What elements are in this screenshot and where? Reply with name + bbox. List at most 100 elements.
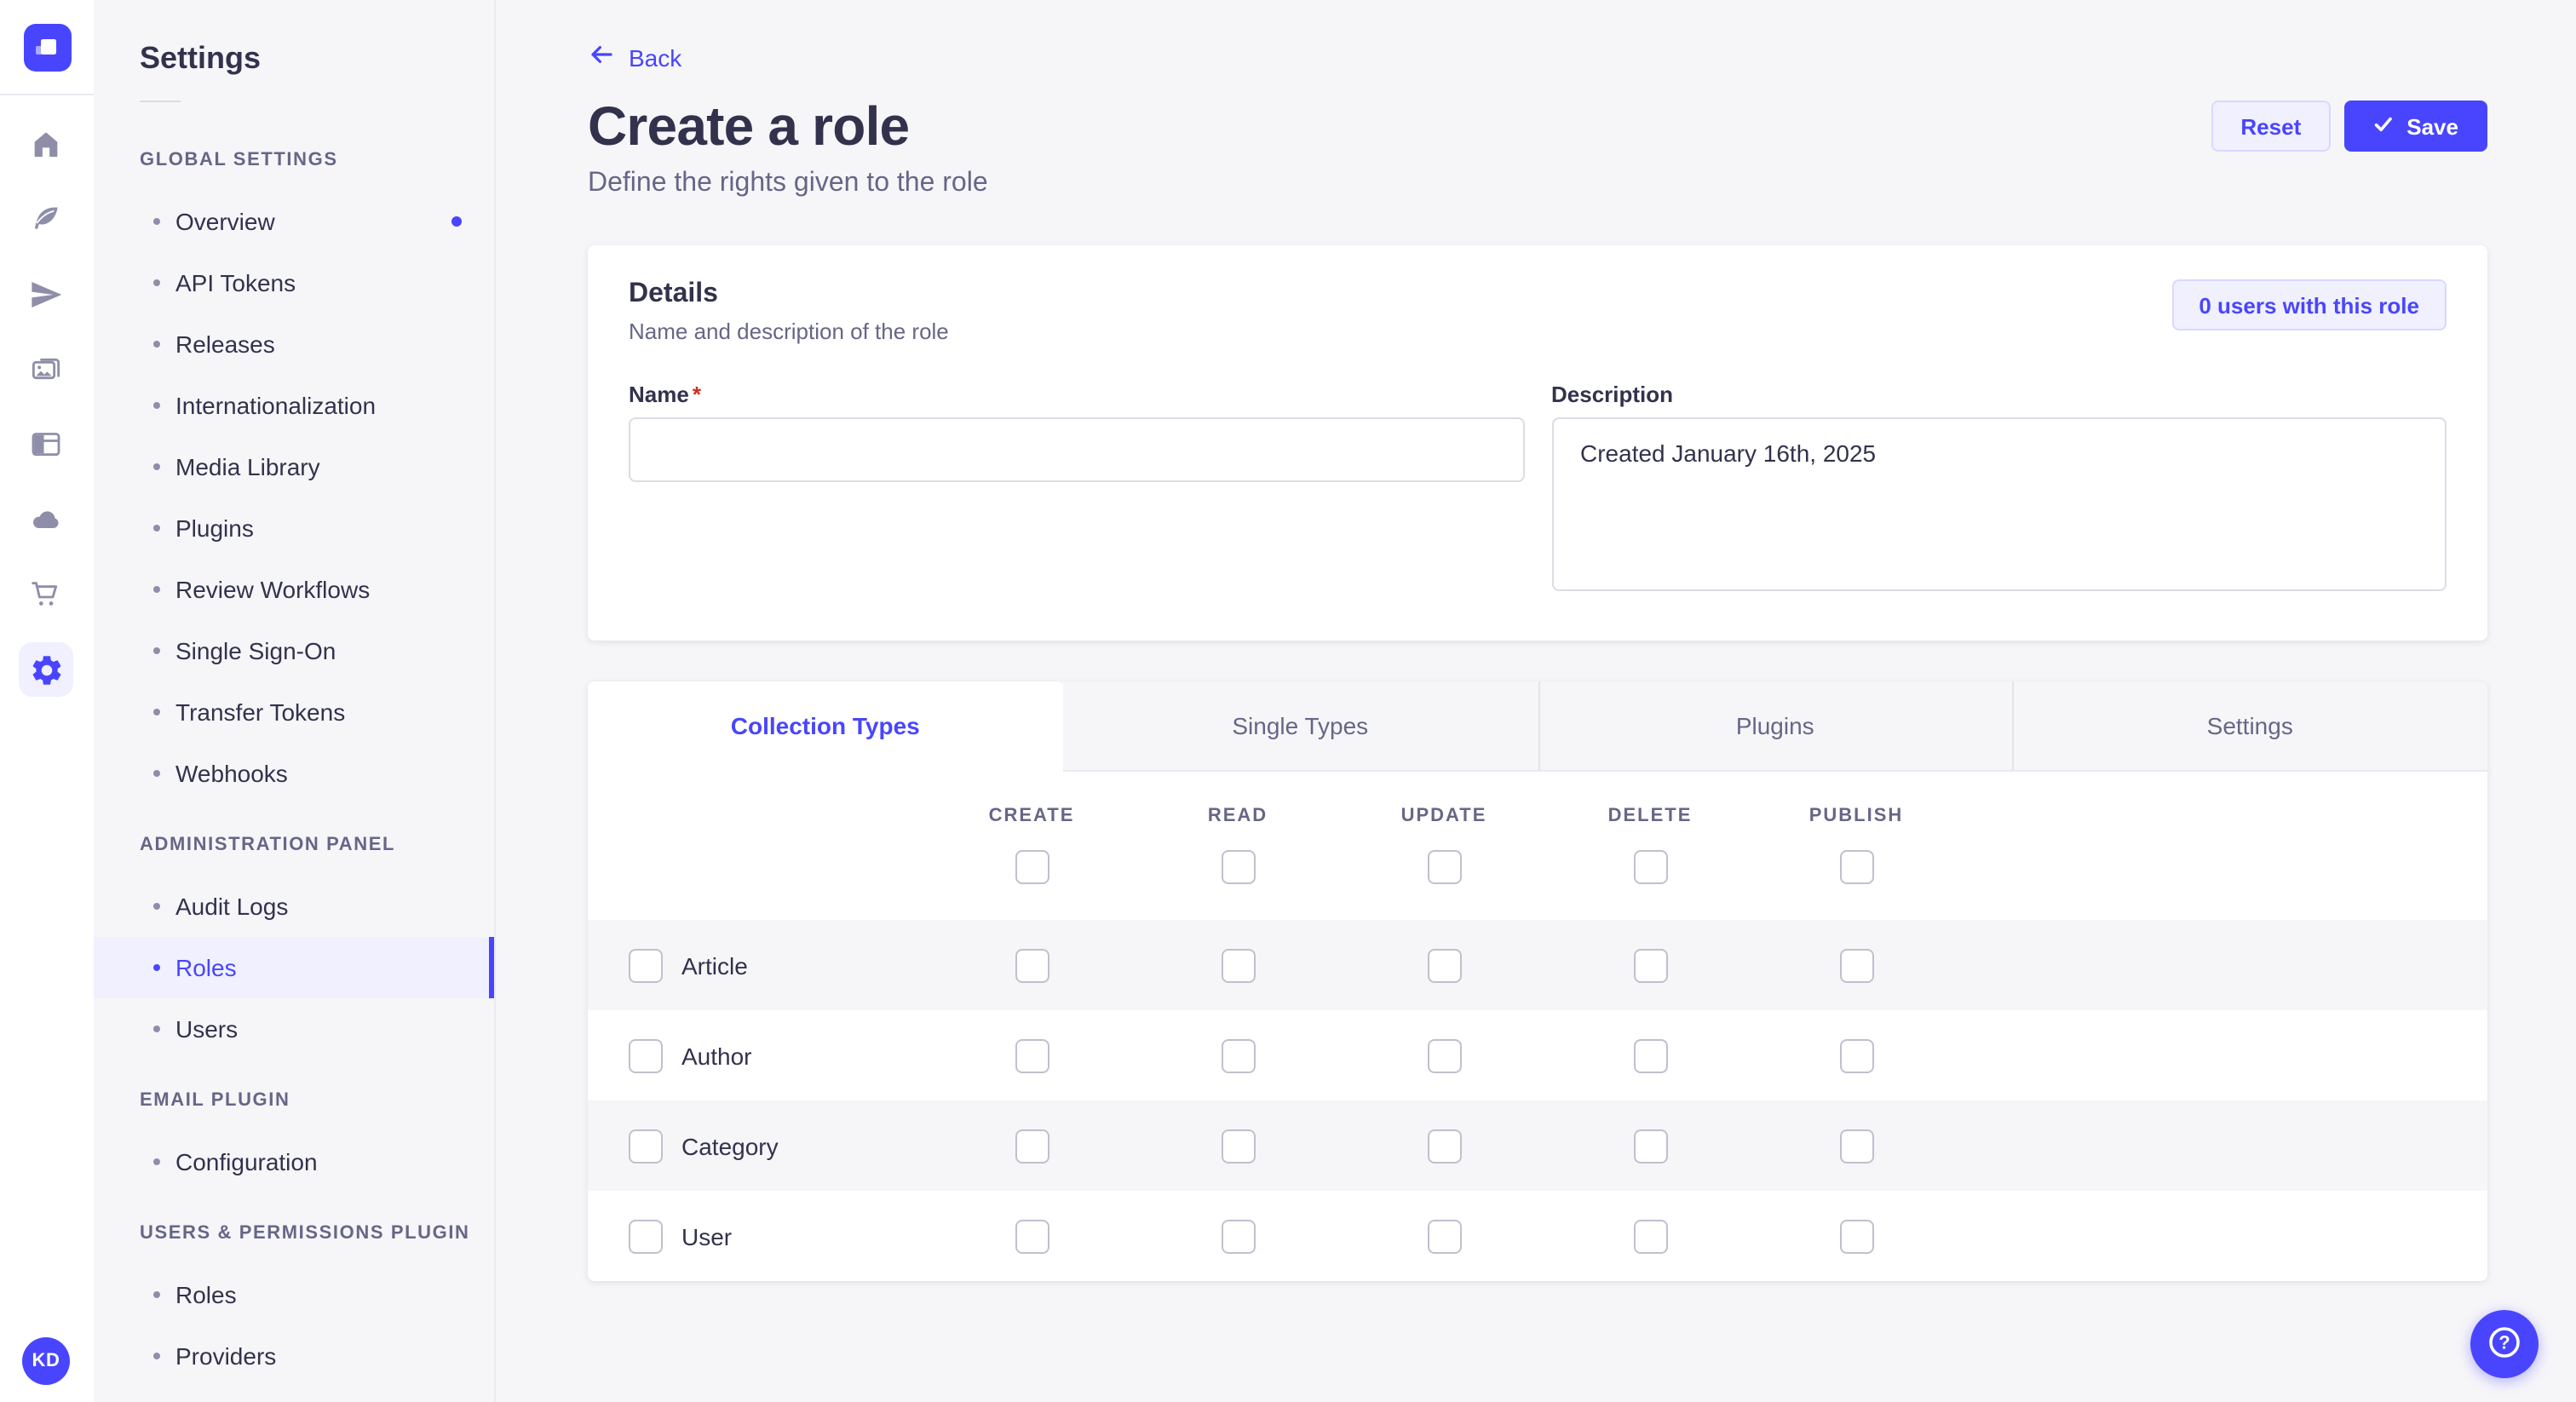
nav-releases[interactable] bbox=[19, 267, 73, 322]
back-link[interactable]: Back bbox=[588, 41, 681, 73]
column-label: DELETE bbox=[1607, 806, 1693, 826]
select-all-update-checkbox[interactable] bbox=[1427, 850, 1461, 884]
sidebar-item-label: Providers bbox=[175, 1342, 277, 1370]
save-button[interactable]: Save bbox=[2343, 101, 2487, 152]
nav-home[interactable] bbox=[19, 118, 73, 172]
row-label: Category bbox=[681, 1132, 779, 1159]
author-publish-checkbox[interactable] bbox=[1839, 1038, 1873, 1072]
sidebar-item-review-workflows[interactable]: Review Workflows bbox=[94, 559, 494, 620]
bullet-icon bbox=[153, 463, 160, 470]
notification-dot bbox=[451, 216, 462, 227]
users-with-role-button[interactable]: 0 users with this role bbox=[2171, 279, 2447, 330]
nav-marketplace[interactable] bbox=[19, 567, 73, 622]
row-author-checkbox[interactable] bbox=[629, 1038, 663, 1072]
article-delete-checkbox[interactable] bbox=[1633, 948, 1667, 982]
permissions-tabs: Collection Types Single Types Plugins Setti… bbox=[588, 681, 2487, 772]
category-update-checkbox[interactable] bbox=[1427, 1129, 1461, 1163]
sidebar-title: Settings bbox=[140, 41, 262, 75]
page-subtitle: Define the rights given to the role bbox=[588, 169, 988, 198]
tab-settings[interactable]: Settings bbox=[2012, 681, 2487, 772]
article-update-checkbox[interactable] bbox=[1427, 948, 1461, 982]
sidebar-item-releases[interactable]: Releases bbox=[94, 313, 494, 375]
sidebar-item-audit-logs[interactable]: Audit Logs bbox=[94, 876, 494, 937]
category-delete-checkbox[interactable] bbox=[1633, 1129, 1667, 1163]
column-label: CREATE bbox=[988, 806, 1075, 826]
author-update-checkbox[interactable] bbox=[1427, 1038, 1461, 1072]
sidebar-item-api-tokens[interactable]: API Tokens bbox=[94, 252, 494, 313]
sidebar-item-internationalization[interactable]: Internationalization bbox=[94, 375, 494, 436]
select-all-create-checkbox[interactable] bbox=[1015, 850, 1049, 884]
details-title: Details bbox=[629, 279, 718, 308]
bullet-icon bbox=[153, 341, 160, 348]
author-delete-checkbox[interactable] bbox=[1633, 1038, 1667, 1072]
article-create-checkbox[interactable] bbox=[1015, 948, 1049, 982]
category-publish-checkbox[interactable] bbox=[1839, 1129, 1873, 1163]
user-read-checkbox[interactable] bbox=[1221, 1219, 1255, 1253]
row-article-checkbox[interactable] bbox=[629, 948, 663, 982]
user-update-checkbox[interactable] bbox=[1427, 1219, 1461, 1253]
reset-button[interactable]: Reset bbox=[2211, 101, 2331, 152]
details-card: Details Name and description of the role… bbox=[588, 245, 2487, 641]
nav-content-manager[interactable] bbox=[19, 192, 73, 247]
details-subtitle: Name and description of the role bbox=[629, 319, 949, 344]
media-library-icon bbox=[29, 353, 63, 387]
sidebar-item-label: Configuration bbox=[175, 1148, 318, 1175]
sidebar-sections: GLOBAL SETTINGS Overview API Tokens Release… bbox=[94, 150, 494, 1387]
bullet-icon bbox=[153, 402, 160, 409]
permissions-rows: Article Author Category User bbox=[588, 920, 2487, 1281]
sidebar-item-providers[interactable]: Providers bbox=[94, 1325, 494, 1387]
sidebar-item-label: Single Sign-On bbox=[175, 637, 336, 664]
user-avatar[interactable]: KD bbox=[22, 1337, 70, 1385]
select-all-publish-checkbox[interactable] bbox=[1839, 850, 1873, 884]
sidebar-item-label: Releases bbox=[175, 330, 275, 358]
back-label: Back bbox=[629, 43, 682, 71]
name-input[interactable] bbox=[629, 417, 1524, 482]
permission-row-article: Article bbox=[588, 920, 2487, 1010]
bullet-icon bbox=[153, 647, 160, 654]
nav-media-library[interactable] bbox=[19, 342, 73, 397]
category-read-checkbox[interactable] bbox=[1221, 1129, 1255, 1163]
row-category-checkbox[interactable] bbox=[629, 1129, 663, 1163]
nav-settings[interactable] bbox=[19, 642, 73, 697]
row-user-checkbox[interactable] bbox=[629, 1219, 663, 1253]
sidebar-item-roles[interactable]: Roles bbox=[94, 1264, 494, 1325]
sidebar-item-single-sign-on[interactable]: Single Sign-On bbox=[94, 620, 494, 681]
author-create-checkbox[interactable] bbox=[1015, 1038, 1049, 1072]
settings-sidebar: Settings GLOBAL SETTINGS Overview API Toke… bbox=[94, 0, 496, 1402]
sidebar-item-webhooks[interactable]: Webhooks bbox=[94, 743, 494, 804]
article-read-checkbox[interactable] bbox=[1221, 948, 1255, 982]
details-heading-block: Details Name and description of the role bbox=[629, 279, 949, 344]
sidebar-item-users[interactable]: Users bbox=[94, 998, 494, 1060]
tab-collection-types[interactable]: Collection Types bbox=[588, 681, 1063, 772]
category-create-checkbox[interactable] bbox=[1015, 1129, 1049, 1163]
column-label: UPDATE bbox=[1400, 806, 1487, 826]
sidebar-item-plugins[interactable]: Plugins bbox=[94, 497, 494, 559]
author-read-checkbox[interactable] bbox=[1221, 1038, 1255, 1072]
user-publish-checkbox[interactable] bbox=[1839, 1219, 1873, 1253]
sidebar-item-overview[interactable]: Overview bbox=[94, 191, 494, 252]
select-all-read-checkbox[interactable] bbox=[1221, 850, 1255, 884]
tab-single-types[interactable]: Single Types bbox=[1062, 681, 1538, 772]
sidebar-item-configuration[interactable]: Configuration bbox=[94, 1131, 494, 1192]
sidebar-item-media-library[interactable]: Media Library bbox=[94, 436, 494, 497]
column-update: UPDATE bbox=[1341, 806, 1547, 884]
sidebar-item-roles[interactable]: Roles bbox=[94, 937, 494, 998]
nav-content-type-builder[interactable] bbox=[19, 417, 73, 472]
description-textarea[interactable] bbox=[1551, 417, 2447, 591]
save-label: Save bbox=[2406, 113, 2458, 139]
article-publish-checkbox[interactable] bbox=[1839, 948, 1873, 982]
rail-nav bbox=[0, 118, 92, 697]
settings-icon bbox=[28, 652, 64, 687]
tab-plugins[interactable]: Plugins bbox=[1538, 681, 2013, 772]
sidebar-section-users-permissions-plugin: USERS & PERMISSIONS PLUGIN Roles Providers bbox=[94, 1223, 494, 1387]
user-delete-checkbox[interactable] bbox=[1633, 1219, 1667, 1253]
sidebar-item-transfer-tokens[interactable]: Transfer Tokens bbox=[94, 681, 494, 743]
column-label: PUBLISH bbox=[1808, 806, 1904, 826]
help-button[interactable]: ? bbox=[2470, 1310, 2539, 1378]
user-create-checkbox[interactable] bbox=[1015, 1219, 1049, 1253]
sidebar-item-label: Transfer Tokens bbox=[175, 698, 346, 726]
nav-cloud[interactable] bbox=[19, 492, 73, 547]
strapi-logo[interactable] bbox=[23, 23, 71, 71]
bullet-icon bbox=[153, 1158, 160, 1165]
select-all-delete-checkbox[interactable] bbox=[1633, 850, 1667, 884]
